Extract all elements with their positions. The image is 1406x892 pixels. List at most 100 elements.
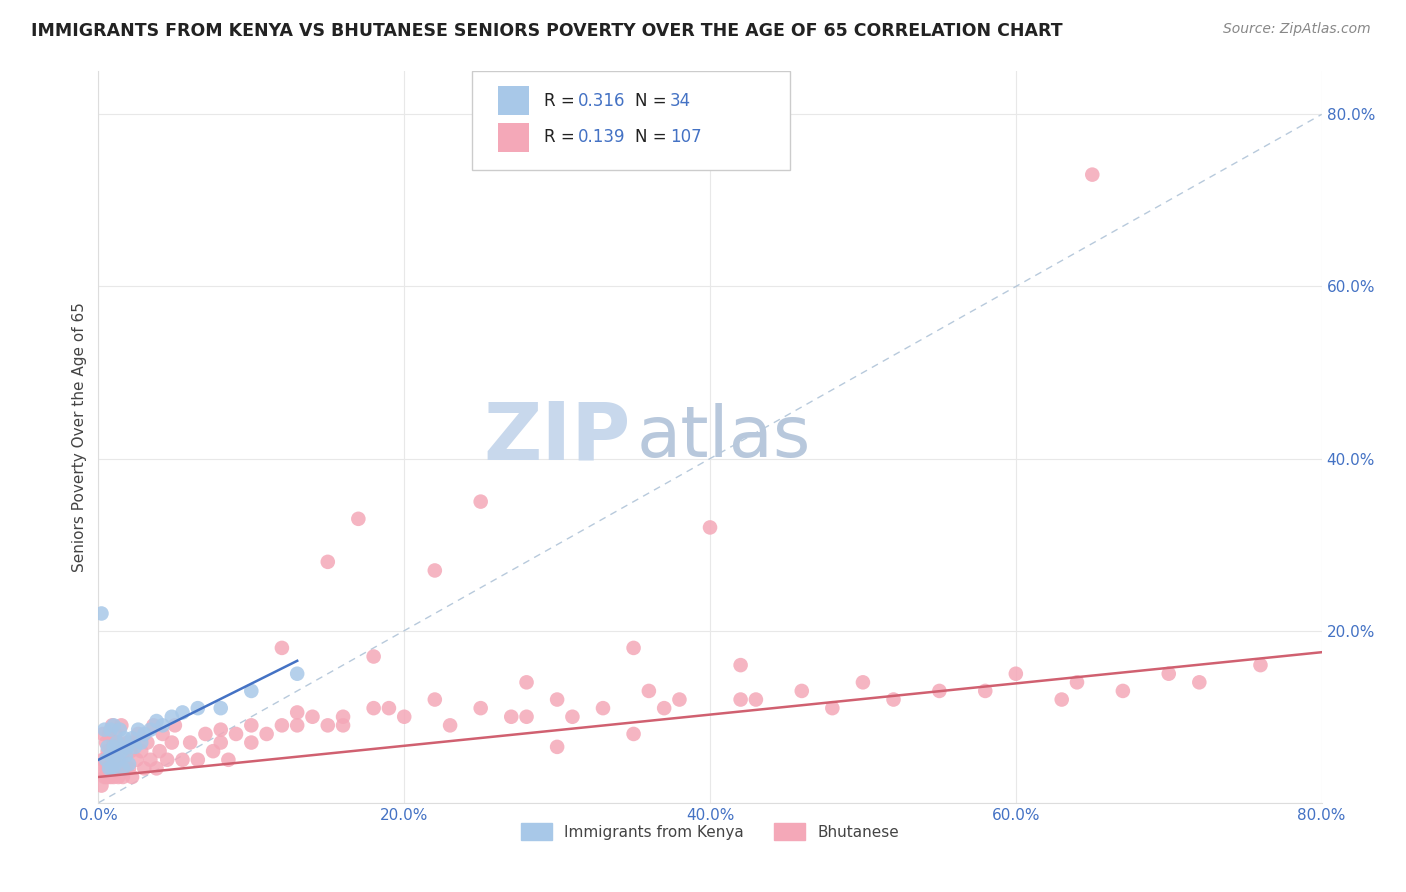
Point [928,684,950,698]
Point [98,761,121,775]
Point [104,727,127,741]
Point [172,706,194,720]
Point [332,710,354,724]
Text: R =: R = [544,128,579,146]
Point [112,731,135,746]
Text: Source: ZipAtlas.com: Source: ZipAtlas.com [1223,22,1371,37]
Point [93,770,115,784]
Point [240,735,263,749]
Point [127,727,149,741]
Point [745,692,768,706]
Point [91,727,114,741]
Point [516,710,538,724]
Point [240,684,263,698]
Point [129,744,152,758]
Point [852,675,875,690]
Point [1004,666,1026,681]
Point [217,753,239,767]
Point [546,739,568,754]
Point [790,684,813,698]
FancyBboxPatch shape [498,122,529,152]
Point [115,761,138,775]
Point [134,761,156,775]
Point [623,640,645,655]
Point [225,727,247,741]
Point [160,735,183,749]
Point [209,723,232,737]
Point [285,718,308,732]
Text: N =: N = [636,92,672,110]
Point [363,649,385,664]
Point [172,753,194,767]
Point [501,710,523,724]
Point [100,744,122,758]
Point [124,739,146,754]
Point [97,744,120,758]
Point [118,761,141,775]
Text: atlas: atlas [637,402,811,472]
Point [561,710,583,724]
Point [125,753,148,767]
Point [439,718,461,732]
Point [101,761,124,775]
Point [423,692,446,706]
Point [1066,675,1088,690]
Point [112,744,135,758]
Point [1112,684,1135,698]
Point [117,735,139,749]
Point [103,739,125,754]
Point [107,735,129,749]
Point [142,718,165,732]
Point [108,761,131,775]
Point [1050,692,1073,706]
Point [194,727,217,741]
Text: IMMIGRANTS FROM KENYA VS BHUTANESE SENIORS POVERTY OVER THE AGE OF 65 CORRELATIO: IMMIGRANTS FROM KENYA VS BHUTANESE SENIO… [31,22,1063,40]
Point [179,735,201,749]
Point [94,761,117,775]
Point [730,692,752,706]
Point [470,701,492,715]
Point [100,748,122,763]
Point [378,701,401,715]
Point [110,744,132,758]
Point [94,735,117,749]
Point [97,739,120,754]
Point [152,718,174,732]
Y-axis label: Seniors Poverty Over the Age of 65: Seniors Poverty Over the Age of 65 [72,302,87,572]
Point [127,723,149,737]
Point [110,718,132,732]
Point [117,739,139,754]
Point [129,735,152,749]
FancyBboxPatch shape [471,71,790,170]
Text: 0.316: 0.316 [578,92,626,110]
Point [90,779,112,793]
Point [101,718,124,732]
Text: 107: 107 [669,128,702,146]
Legend: Immigrants from Kenya, Bhutanese: Immigrants from Kenya, Bhutanese [515,816,905,847]
Point [363,701,385,715]
Point [316,555,339,569]
Point [546,692,568,706]
Point [93,723,115,737]
Point [187,701,209,715]
Point [256,727,278,741]
Point [347,512,370,526]
Point [107,753,129,767]
Point [110,753,132,767]
Point [285,666,308,681]
Point [103,718,125,732]
Point [730,658,752,673]
Point [285,706,308,720]
Point [105,735,128,749]
Point [145,714,167,728]
Point [209,701,232,715]
Point [668,692,690,706]
Point [89,761,111,775]
Point [470,494,492,508]
Point [187,753,209,767]
Point [152,727,174,741]
Text: N =: N = [636,128,672,146]
Point [240,718,263,732]
FancyBboxPatch shape [498,86,529,115]
Point [120,744,142,758]
